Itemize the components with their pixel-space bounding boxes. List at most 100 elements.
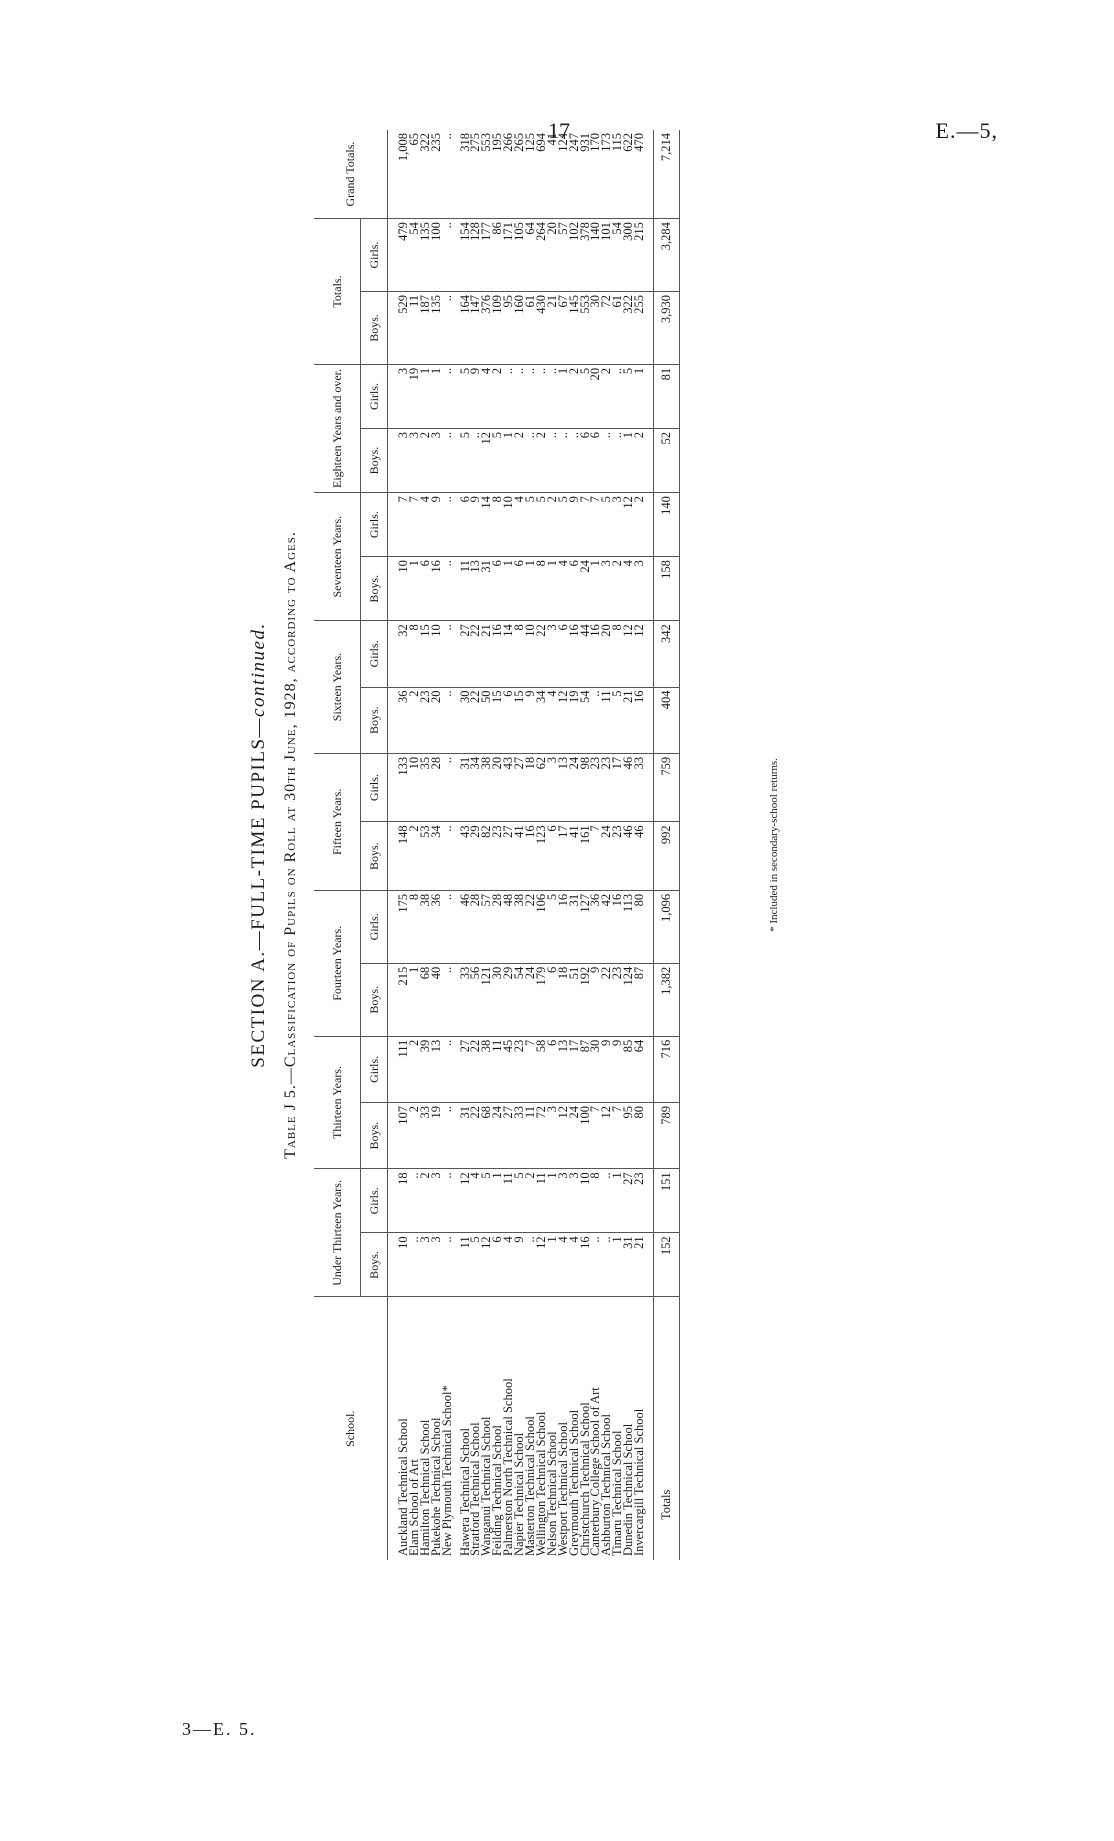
table-row: New Plymouth Technical School*..........… [440, 130, 454, 1560]
totals-row: Totals 152 151 789 716 1,382 1,096 992 759 404 342… [653, 130, 680, 1560]
table-title-text: Table J 5.—Classification of Pupils on R… [282, 531, 299, 1159]
table-cell: 1 [407, 556, 421, 621]
table-cell: 235 [428, 133, 443, 152]
totals-cell: 1,382 [653, 963, 680, 1037]
table-row: Dunedin Technical School 31 27 95 85 124 113 46… [621, 130, 635, 1560]
table-cell: 2 [545, 492, 559, 557]
table-row: Invercargill Technical School 21 23 80 64 87 8… [632, 130, 654, 1560]
table-cell: 15 [512, 687, 526, 754]
table-cell: .. [599, 428, 613, 493]
totals-cell: 1,096 [653, 890, 680, 964]
totals-cell: 759 [653, 753, 680, 822]
table-cell: 100 [578, 1102, 592, 1169]
section-title-continued: continued. [248, 622, 269, 717]
table-row: Nelson Technical School 1 1 3 6 6 5 6 3 4 3 1 2.... 2… [545, 130, 559, 1560]
table-cell: 40 [429, 963, 443, 1037]
table-cell: 6 [512, 556, 526, 621]
totals-cell: 404 [653, 687, 680, 754]
table-row: Elam School of Art.... 2 2 1 8 2 10 2 8 1 7 3 19 11 54… [407, 130, 421, 1560]
table-cell: 4 [418, 492, 432, 557]
table-cell: 32 [387, 620, 410, 688]
table-row: Greymouth Technical School 4 3 24 17 51 31 41 24… [567, 130, 581, 1560]
header-boys: Boys. [360, 291, 388, 365]
table-cell: 111 [387, 1036, 410, 1103]
table-cell: 2 [534, 428, 548, 493]
age-classification-table: School. Under Thirteen Years. Thirteen Y… [314, 130, 680, 1560]
header-group: Totals. [314, 218, 361, 365]
totals-cell: 7,214 [653, 130, 680, 219]
table-cell: 255 [632, 291, 654, 365]
table-cell: .. [501, 364, 515, 429]
table-cell: 4 [621, 556, 635, 621]
table-cell: 4 [556, 556, 570, 621]
table-cell: 64 [632, 1036, 654, 1103]
header-girls: Girls. [360, 620, 388, 688]
table-cell: .. [440, 753, 454, 822]
table-cell: 20 [599, 620, 613, 688]
table-cell: 3 [599, 556, 613, 621]
header-group: Seventeen Years. [314, 492, 361, 621]
table-cell: 8 [534, 556, 548, 621]
section-title-main: SECTION A.—FULL-TIME PUPILS— [248, 716, 269, 1068]
table-cell: .. [610, 364, 624, 429]
header-boys: Boys. [360, 687, 388, 754]
table-cell: 7 [588, 492, 602, 557]
table-cell: .. [440, 1036, 454, 1103]
table-cell: 30 [588, 1036, 602, 1103]
table-cell: 135 [429, 291, 443, 365]
table-cell: 20 [429, 687, 443, 754]
table-cell: .. [512, 364, 526, 429]
table-row: Canterbury College School of Art.. 8 7 30 9 3… [588, 130, 602, 1560]
table-cell: .. [440, 620, 454, 688]
table-title: Table J 5.—Classification of Pupils on R… [282, 130, 300, 1560]
page-number: 17 [548, 118, 570, 143]
table-cell: 14 [479, 492, 493, 557]
header-girls: Girls. [360, 890, 388, 964]
table-row: Pukekohe Technical School 3 3 19 13 40 36 34 28 2… [428, 130, 443, 1560]
table-row: Stratford Technical School 5 4 22 22 56 28 29 34… [468, 130, 482, 1560]
totals-cell: 158 [653, 556, 680, 621]
table-row: Auckland Technical School 10 18 107 111 215 17… [387, 130, 410, 1560]
table-row: Westport Technical School 4 3 12 13 18 16 17 13 1… [556, 130, 570, 1560]
table-cell: 23 [512, 1036, 526, 1103]
table-cell: 3 [545, 620, 559, 688]
table-cell: 10 [387, 1232, 410, 1297]
table-cell: .. [440, 1232, 454, 1297]
table-cell: 16 [429, 556, 443, 621]
table-row: Palmerston North Technical School 4 11 27 45… [501, 130, 515, 1560]
table-cell: 192 [578, 963, 592, 1037]
header-girls: Girls. [360, 1168, 388, 1233]
totals-cell: 716 [653, 1036, 680, 1103]
table-cell: 123 [534, 821, 548, 891]
table-cell: 106 [534, 890, 548, 964]
table-cell: .. [440, 1168, 454, 1233]
table-cell: .. [440, 556, 454, 621]
table-cell: 5 [490, 428, 504, 493]
totals-label: Totals [653, 1297, 680, 1560]
table-cell: 36 [429, 890, 443, 964]
table-cell: .. [556, 428, 570, 493]
table-cell: 1 [523, 556, 537, 621]
header-girls: Girls. [360, 1036, 388, 1103]
table-cell: .. [440, 821, 454, 891]
table-cell: 3 [632, 556, 654, 621]
table-cell: 6 [578, 428, 592, 493]
table-cell: 12 [599, 1102, 613, 1169]
header-school: School. [314, 1297, 388, 1560]
table-cell: .. [440, 218, 454, 292]
header-boys: Boys. [360, 428, 388, 493]
table-cell: 12 [632, 620, 654, 688]
header-boys: Boys. [360, 1102, 388, 1169]
table-cell: 5 [452, 364, 472, 429]
table-cell: 19 [429, 1102, 443, 1169]
table-cell: 9 [599, 1036, 613, 1103]
table-cell: 54 [578, 687, 592, 754]
table-row: Masterton Technical School.. 2 11 7 24 22 16 18… [523, 130, 537, 1560]
header-group: Fifteen Years. [314, 753, 361, 891]
header-group: Eighteen Years and over. [314, 364, 361, 493]
totals-cell: 342 [653, 620, 680, 688]
table-cell: 16 [632, 687, 654, 754]
table-cell: 20 [588, 364, 602, 429]
table-cell: 7 [407, 492, 421, 557]
table-cell: 10 [501, 492, 515, 557]
